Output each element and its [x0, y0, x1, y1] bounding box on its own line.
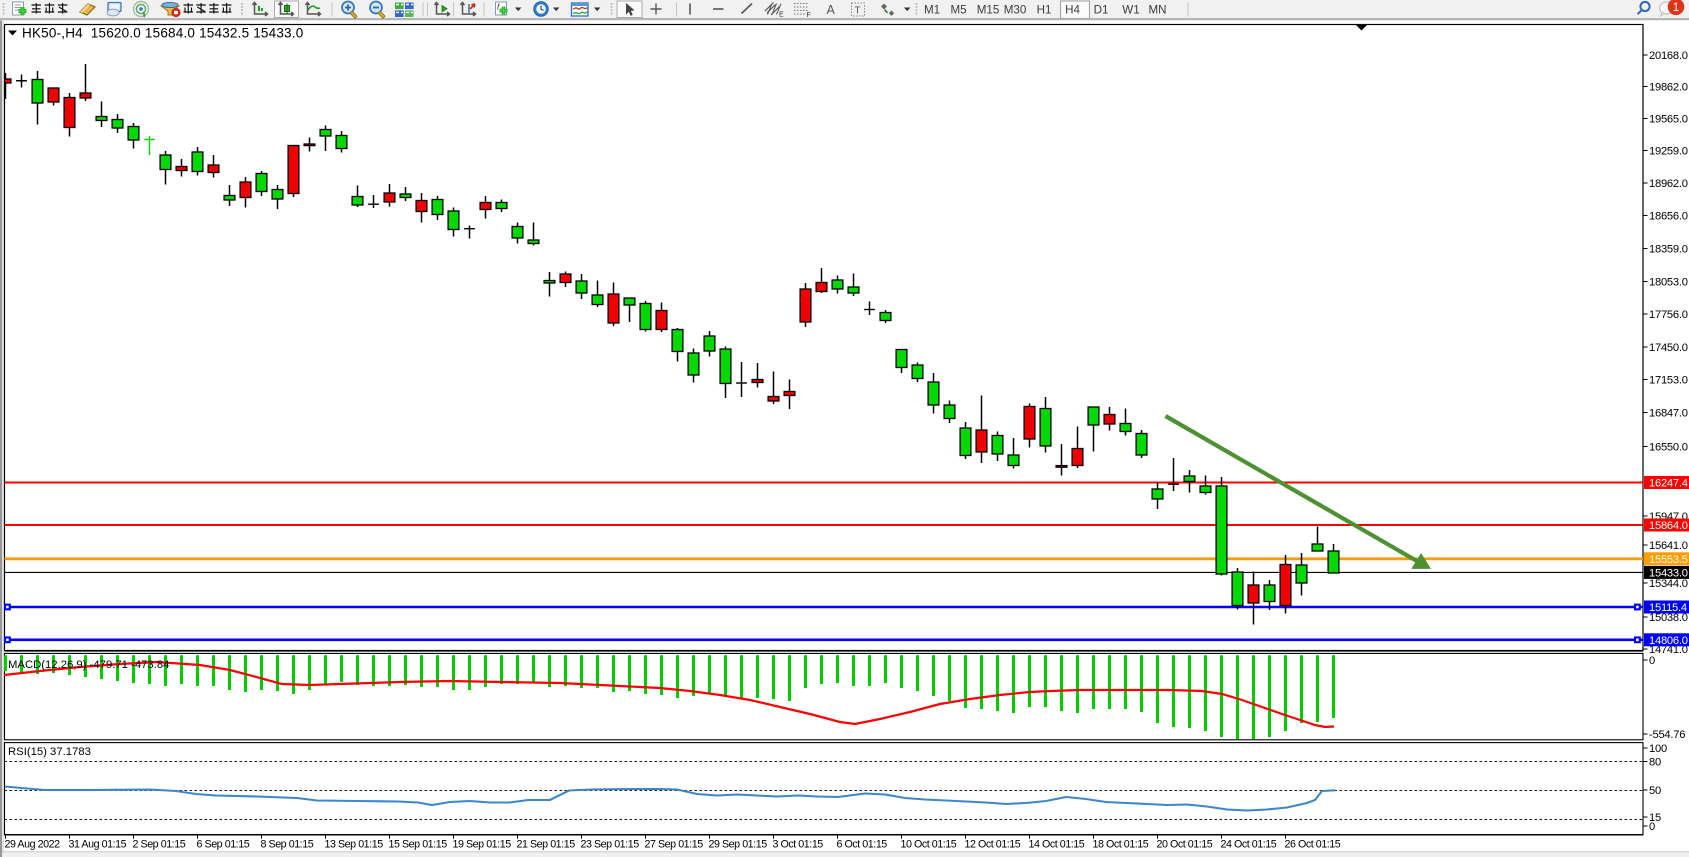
svg-text:12 Oct 01:15: 12 Oct 01:15 — [965, 839, 1021, 851]
svg-text:24 Oct 01:15: 24 Oct 01:15 — [1221, 839, 1277, 851]
svg-text:15115.4: 15115.4 — [1649, 602, 1687, 614]
svg-text:29 Aug 2022: 29 Aug 2022 — [5, 839, 61, 851]
svg-text:18962.0: 18962.0 — [1649, 178, 1688, 190]
svg-text:18656.0: 18656.0 — [1649, 211, 1688, 223]
svg-text:E: E — [779, 12, 784, 19]
svg-text:15038.0: 15038.0 — [1649, 612, 1688, 624]
svg-text:19862.0: 19862.0 — [1649, 82, 1688, 94]
svg-text:14 Oct 01:15: 14 Oct 01:15 — [1029, 839, 1085, 851]
svg-text:M5: M5 — [950, 4, 966, 17]
svg-text:15553.5: 15553.5 — [1649, 554, 1688, 566]
svg-text:M1: M1 — [924, 4, 940, 17]
svg-text:18 Oct 01:15: 18 Oct 01:15 — [1093, 839, 1149, 851]
svg-text:H1: H1 — [1037, 4, 1052, 17]
svg-text:21 Sep 01:15: 21 Sep 01:15 — [517, 839, 576, 851]
svg-text:20 Oct 01:15: 20 Oct 01:15 — [1157, 839, 1213, 851]
svg-text:16847.0: 16847.0 — [1649, 408, 1688, 420]
svg-text:19565.0: 19565.0 — [1649, 114, 1688, 126]
svg-text:F: F — [807, 12, 811, 19]
svg-text:15 Sep 01:15: 15 Sep 01:15 — [389, 839, 448, 851]
svg-text:10 Oct 01:15: 10 Oct 01:15 — [901, 839, 957, 851]
svg-text:19 Sep 01:15: 19 Sep 01:15 — [453, 839, 512, 851]
svg-text:29 Sep 01:15: 29 Sep 01:15 — [709, 839, 768, 851]
svg-text:15433.0: 15433.0 — [1649, 567, 1688, 579]
svg-text:13 Sep 01:15: 13 Sep 01:15 — [325, 839, 384, 851]
svg-text:18359.0: 18359.0 — [1649, 244, 1688, 256]
svg-text:8 Sep 01:15: 8 Sep 01:15 — [261, 839, 314, 851]
svg-text:MACD(12,26,9) -479.71 -473.84: MACD(12,26,9) -479.71 -473.84 — [8, 659, 169, 671]
svg-text:M30: M30 — [1004, 4, 1027, 17]
svg-text:D1: D1 — [1094, 4, 1109, 17]
svg-text:17450.0: 17450.0 — [1649, 342, 1688, 354]
svg-text:MN: MN — [1148, 4, 1166, 17]
svg-text:26 Oct 01:15: 26 Oct 01:15 — [1285, 839, 1341, 851]
svg-text:27 Sep 01:15: 27 Sep 01:15 — [645, 839, 704, 851]
svg-text:80: 80 — [1649, 757, 1661, 769]
svg-text:20168.0: 20168.0 — [1649, 50, 1688, 62]
svg-text:H4: H4 — [1065, 4, 1080, 17]
svg-text:17153.0: 17153.0 — [1649, 375, 1688, 387]
svg-text:19259.0: 19259.0 — [1649, 146, 1688, 158]
svg-text:M15: M15 — [977, 4, 1000, 17]
svg-text:16247.4: 16247.4 — [1649, 478, 1688, 490]
svg-text:f: f — [497, 3, 500, 12]
svg-text:50: 50 — [1649, 785, 1661, 797]
svg-text:3 Oct 01:15: 3 Oct 01:15 — [773, 839, 824, 851]
svg-text:6 Oct 01:15: 6 Oct 01:15 — [837, 839, 888, 851]
svg-text:15344.0: 15344.0 — [1649, 578, 1688, 590]
svg-text:15864.0: 15864.0 — [1649, 520, 1688, 532]
svg-text:HK50-,H4 15620.0 15684.0 1543: HK50-,H4 15620.0 15684.0 15432.5 15433.0 — [22, 26, 303, 41]
svg-text:T: T — [855, 6, 861, 17]
svg-text:31 Aug 01:15: 31 Aug 01:15 — [69, 839, 127, 851]
svg-text:6 Sep 01:15: 6 Sep 01:15 — [197, 839, 250, 851]
svg-text:15641.0: 15641.0 — [1649, 540, 1688, 552]
svg-text:RSI(15) 37.1783: RSI(15) 37.1783 — [8, 746, 91, 758]
svg-text:17756.0: 17756.0 — [1649, 309, 1688, 321]
svg-text:14806.0: 14806.0 — [1649, 635, 1688, 647]
svg-text:15: 15 — [1649, 812, 1661, 824]
svg-text:A: A — [827, 3, 836, 17]
svg-text:16550.0: 16550.0 — [1649, 442, 1688, 454]
svg-text:0: 0 — [1649, 655, 1655, 667]
svg-text:23 Sep 01:15: 23 Sep 01:15 — [581, 839, 640, 851]
svg-text:-554.76: -554.76 — [1649, 729, 1685, 741]
svg-text:2 Sep 01:15: 2 Sep 01:15 — [133, 839, 186, 851]
svg-text:0: 0 — [1649, 821, 1655, 833]
svg-text:1: 1 — [1673, 2, 1679, 14]
svg-text:W1: W1 — [1122, 4, 1139, 17]
svg-text:100: 100 — [1649, 743, 1667, 755]
svg-text:14741.0: 14741.0 — [1649, 644, 1688, 656]
svg-text:18053.0: 18053.0 — [1649, 277, 1688, 289]
